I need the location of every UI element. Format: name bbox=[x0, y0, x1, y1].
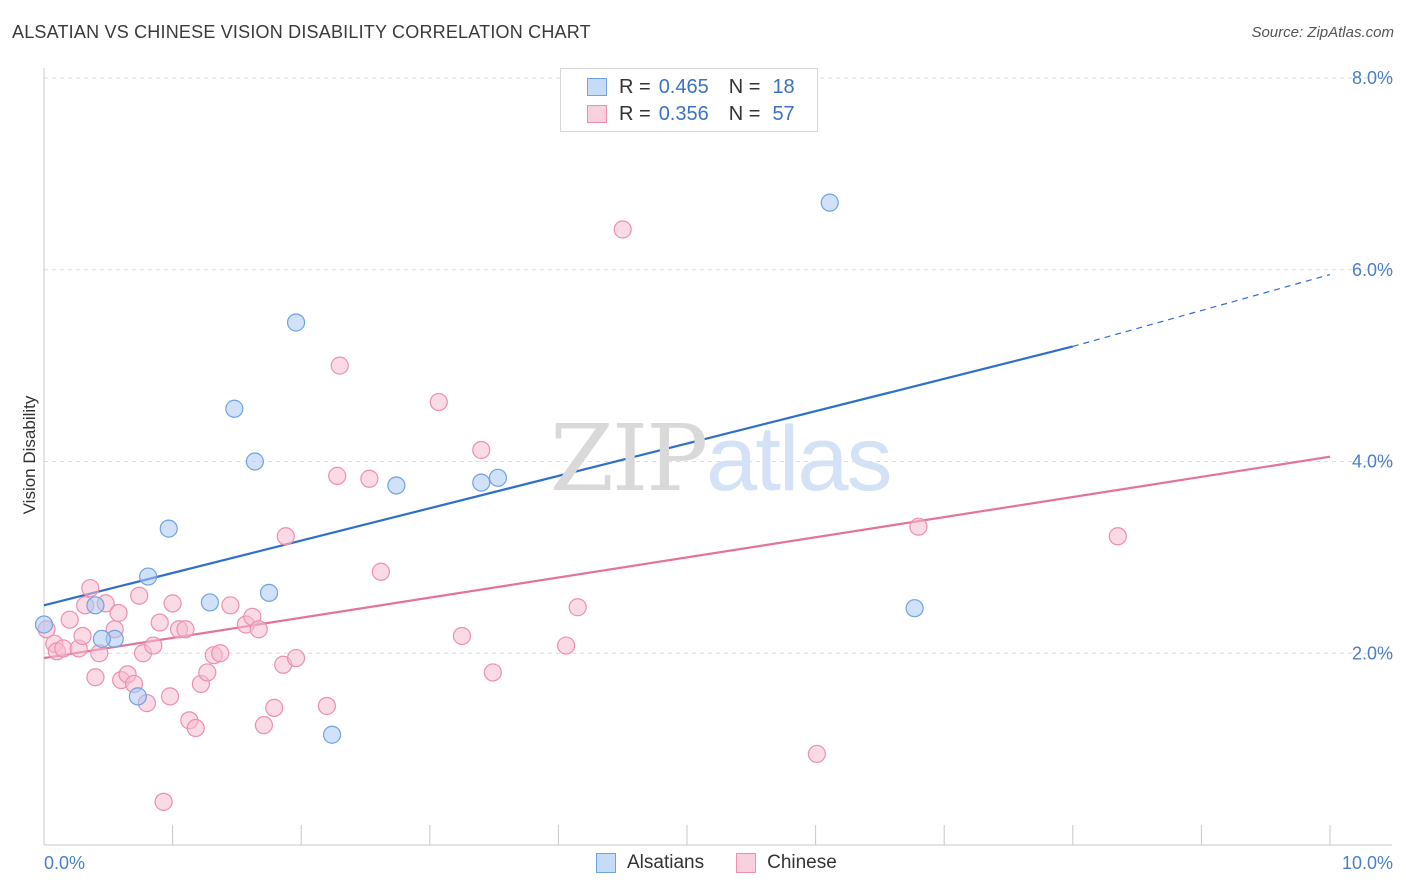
gridlines bbox=[44, 77, 1392, 654]
alsatians-point bbox=[820, 193, 839, 212]
chinese-point bbox=[60, 610, 79, 629]
alsatians-point bbox=[387, 476, 406, 495]
axes bbox=[43, 68, 1392, 846]
alsatians-point bbox=[225, 399, 244, 418]
n-value: 18 bbox=[772, 75, 795, 98]
chinese-point bbox=[1108, 527, 1127, 546]
alsatians-point bbox=[905, 599, 924, 618]
chinese-point bbox=[176, 620, 195, 639]
chinese-point bbox=[150, 613, 169, 632]
alsatians-trend-extension bbox=[1072, 273, 1331, 348]
alsatians-point bbox=[488, 468, 508, 487]
chinese-point bbox=[249, 620, 268, 639]
chinese-point bbox=[909, 517, 928, 536]
chinese-point bbox=[160, 687, 180, 706]
alsatians-point bbox=[92, 629, 111, 648]
chinese-point bbox=[154, 792, 173, 811]
alsatians-point bbox=[472, 473, 491, 492]
chinese-point bbox=[557, 636, 576, 655]
chinese-legend-swatch bbox=[736, 853, 757, 873]
chinese-legend-label: Chinese bbox=[767, 852, 837, 873]
n-value: 57 bbox=[772, 102, 795, 125]
y-axis-label: Vision Disability bbox=[20, 395, 39, 514]
x-tick-label: 0.0% bbox=[44, 853, 85, 873]
tick-labels: 2.0% 4.0% 6.0% 8.0% 0.0% 10.0% bbox=[44, 68, 1393, 873]
r-value: 0.465 bbox=[658, 75, 709, 98]
legend-row-chinese: R = 0.356 N = 57 bbox=[587, 101, 795, 127]
alsatians-legend-swatch bbox=[596, 853, 616, 873]
chinese-point bbox=[86, 668, 105, 687]
x-tick-label: 10.0% bbox=[1342, 853, 1393, 873]
watermark-zip: ZIP bbox=[550, 405, 708, 512]
chinese-point bbox=[328, 466, 347, 485]
chinese-point bbox=[144, 636, 163, 655]
chinese-swatch bbox=[587, 105, 607, 123]
y-tick-label: 8.0% bbox=[1352, 68, 1393, 88]
chinese-point bbox=[198, 663, 217, 682]
correlation-legend: R = 0.465 N = 18 R = 0.356 N = 57 bbox=[560, 68, 818, 132]
chinese-point bbox=[163, 594, 182, 613]
alsatians-trend-line bbox=[43, 345, 1074, 607]
chinese-point bbox=[452, 626, 472, 646]
r-label: R = bbox=[619, 102, 651, 125]
r-value: 0.356 bbox=[658, 102, 709, 125]
watermark: ZIPatlas bbox=[550, 405, 893, 512]
chinese-point bbox=[211, 644, 230, 663]
chinese-point bbox=[371, 562, 391, 581]
chinese-point bbox=[276, 527, 295, 546]
alsatians-legend-label: Alsatians bbox=[627, 852, 705, 873]
chinese-point bbox=[807, 744, 826, 764]
chinese-point bbox=[54, 639, 73, 658]
alsatians-point bbox=[34, 615, 54, 634]
chinese-point bbox=[568, 598, 587, 617]
legend-item-alsatians[interactable]: Alsatians bbox=[596, 852, 704, 874]
chinese-point bbox=[483, 663, 502, 682]
alsatians-point bbox=[286, 313, 306, 332]
chinese-point bbox=[286, 648, 306, 668]
alsatians-point bbox=[86, 596, 105, 615]
alsatians-point bbox=[245, 452, 265, 471]
n-label: N = bbox=[728, 102, 761, 125]
chinese-point bbox=[186, 718, 205, 738]
chinese-point bbox=[472, 440, 491, 460]
chinese-point bbox=[317, 696, 337, 716]
chinese-point bbox=[81, 578, 100, 598]
legend-item-chinese[interactable]: Chinese bbox=[736, 852, 837, 874]
alsatians-point bbox=[139, 567, 158, 586]
chinese-point bbox=[265, 698, 284, 717]
chinese-point bbox=[109, 603, 128, 623]
watermark-atlas: atlas bbox=[706, 408, 892, 510]
legend-row-alsatians: R = 0.465 N = 18 bbox=[587, 74, 795, 100]
chinese-point bbox=[254, 716, 274, 735]
chinese-point bbox=[613, 220, 632, 239]
alsatians-swatch bbox=[587, 78, 607, 96]
chinese-point bbox=[429, 392, 448, 412]
alsatians-point bbox=[200, 593, 219, 612]
alsatians-point bbox=[159, 519, 178, 538]
alsatians-point bbox=[322, 725, 342, 744]
source-label: Source: ZipAtlas.com bbox=[1251, 24, 1394, 41]
y-tick-label: 2.0% bbox=[1352, 643, 1393, 663]
alsatians-point bbox=[128, 687, 147, 706]
data-points bbox=[34, 193, 1127, 811]
n-label: N = bbox=[728, 75, 761, 98]
chinese-point bbox=[73, 626, 92, 646]
series-legend: Alsatians Chinese bbox=[596, 852, 869, 874]
alsatians-point bbox=[259, 583, 279, 602]
chinese-point bbox=[360, 469, 379, 488]
y-tick-label: 4.0% bbox=[1352, 452, 1393, 472]
chinese-point bbox=[130, 586, 149, 605]
chart-title: ALSATIAN VS CHINESE VISION DISABILITY CO… bbox=[12, 22, 591, 42]
r-label: R = bbox=[619, 75, 651, 98]
chinese-point bbox=[330, 356, 349, 375]
y-tick-label: 6.0% bbox=[1352, 260, 1393, 280]
chinese-point bbox=[221, 596, 240, 615]
